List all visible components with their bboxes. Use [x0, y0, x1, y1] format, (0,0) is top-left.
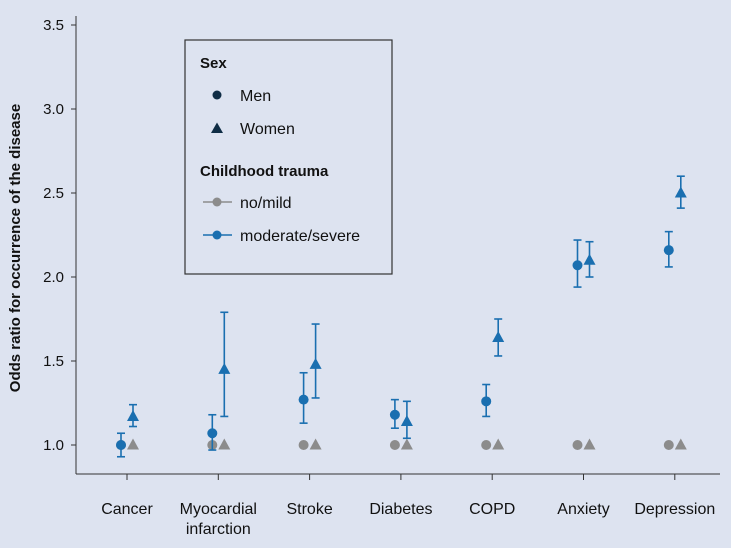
- data-point-men: [298, 394, 309, 405]
- legend-mod-sev-label: moderate/severe: [240, 228, 360, 245]
- axes: [75, 16, 720, 475]
- legend-sex-title: Sex: [200, 55, 227, 72]
- data-point-women: [218, 362, 231, 374]
- data-point-men: [207, 428, 218, 439]
- data-point-men: [389, 440, 400, 450]
- data-point-women: [674, 438, 687, 450]
- data-point-women: [400, 414, 413, 426]
- data-point-men: [663, 440, 674, 450]
- legend-no-mild-marker: [212, 197, 222, 207]
- y-tick-label: 3.0: [43, 101, 64, 118]
- data-point-men: [572, 440, 583, 450]
- y-tick-label: 3.5: [43, 17, 64, 34]
- legend-women-label: Women: [240, 121, 295, 138]
- legend-mod-sev-marker: [212, 230, 222, 240]
- data-point-women: [674, 186, 687, 198]
- data-point-women: [127, 438, 139, 450]
- data-point-women: [400, 438, 413, 450]
- data-point-men: [572, 260, 583, 271]
- x-tick-label: Diabetes: [369, 501, 432, 518]
- data-point-men: [663, 245, 674, 256]
- data-point-women: [583, 253, 596, 265]
- legend-women-marker: [211, 122, 223, 133]
- x-tick-label: Stroke: [286, 501, 332, 518]
- x-tick-label: infarction: [186, 521, 251, 538]
- x-tick-label: COPD: [469, 501, 515, 518]
- data-point-women: [309, 438, 322, 450]
- data-point-women: [309, 357, 322, 369]
- data-point-women: [127, 409, 139, 421]
- data-point-women: [218, 438, 231, 450]
- data-point-men: [481, 396, 492, 407]
- data-point-women: [492, 330, 505, 342]
- data-marks: [116, 175, 687, 458]
- x-tick-label: Anxiety: [557, 501, 609, 518]
- legend-trauma-title: Childhood trauma: [200, 163, 329, 180]
- x-tick-label: Myocardial: [180, 501, 257, 518]
- legend-men-label: Men: [240, 88, 271, 105]
- y-tick-label: 1.0: [43, 437, 64, 454]
- y-tick-label: 2.0: [43, 269, 64, 286]
- y-ticks: 1.0 1.5 2.0 2.5 3.0 3.5: [43, 17, 76, 454]
- data-point-women: [583, 438, 596, 450]
- data-point-men: [298, 440, 309, 450]
- y-tick-label: 2.5: [43, 185, 64, 202]
- legend-men-marker: [212, 90, 222, 100]
- x-tick-label: Depression: [634, 501, 715, 518]
- y-tick-label: 1.5: [43, 353, 64, 370]
- legend: Sex Men Women Childhood trauma no/mild m…: [184, 39, 393, 275]
- data-point-men: [116, 440, 126, 450]
- data-point-men: [389, 409, 400, 420]
- legend-no-mild-label: no/mild: [240, 195, 292, 212]
- x-tick-label: Cancer: [101, 501, 153, 518]
- data-point-women: [492, 438, 505, 450]
- data-point-men: [481, 440, 492, 450]
- x-ticks: Cancer Myocardial infarction Stroke Diabetes…: [101, 474, 715, 538]
- y-axis-label: Odds ratio for occurrence of the disease: [7, 104, 24, 392]
